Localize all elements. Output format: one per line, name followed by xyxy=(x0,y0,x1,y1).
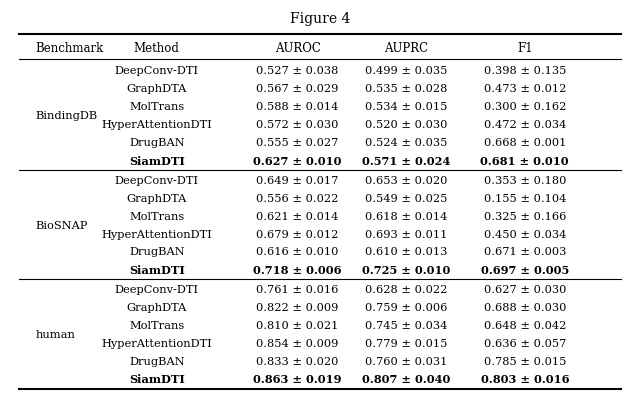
Text: human: human xyxy=(35,330,75,340)
Text: BioSNAP: BioSNAP xyxy=(35,221,88,230)
Text: 0.745 ± 0.034: 0.745 ± 0.034 xyxy=(365,321,447,331)
Text: HyperAttentionDTI: HyperAttentionDTI xyxy=(101,120,212,130)
Text: 0.628 ± 0.022: 0.628 ± 0.022 xyxy=(365,285,447,295)
Text: GraphDTA: GraphDTA xyxy=(127,194,187,204)
Text: 0.636 ± 0.057: 0.636 ± 0.057 xyxy=(484,339,566,349)
Text: 0.618 ± 0.014: 0.618 ± 0.014 xyxy=(365,211,447,221)
Text: 0.571 ± 0.024: 0.571 ± 0.024 xyxy=(362,156,451,167)
Text: 0.697 ± 0.005: 0.697 ± 0.005 xyxy=(481,265,569,276)
Text: 0.520 ± 0.030: 0.520 ± 0.030 xyxy=(365,120,447,130)
Text: SiamDTI: SiamDTI xyxy=(129,374,185,385)
Text: 0.693 ± 0.011: 0.693 ± 0.011 xyxy=(365,230,447,240)
Text: 0.325 ± 0.166: 0.325 ± 0.166 xyxy=(484,211,566,221)
Text: AUROC: AUROC xyxy=(275,42,321,55)
Text: 0.588 ± 0.014: 0.588 ± 0.014 xyxy=(257,102,339,112)
Text: Method: Method xyxy=(134,42,180,55)
Text: 0.759 ± 0.006: 0.759 ± 0.006 xyxy=(365,303,447,313)
Text: 0.556 ± 0.022: 0.556 ± 0.022 xyxy=(257,194,339,204)
Text: 0.671 ± 0.003: 0.671 ± 0.003 xyxy=(484,248,566,257)
Text: AUPRC: AUPRC xyxy=(385,42,428,55)
Text: 0.779 ± 0.015: 0.779 ± 0.015 xyxy=(365,339,447,349)
Text: Figure 4: Figure 4 xyxy=(290,12,350,26)
Text: 0.535 ± 0.028: 0.535 ± 0.028 xyxy=(365,84,447,94)
Text: 0.810 ± 0.021: 0.810 ± 0.021 xyxy=(257,321,339,331)
Text: 0.718 ± 0.006: 0.718 ± 0.006 xyxy=(253,265,342,276)
Text: 0.761 ± 0.016: 0.761 ± 0.016 xyxy=(257,285,339,295)
Text: 0.653 ± 0.020: 0.653 ± 0.020 xyxy=(365,175,447,186)
Text: 0.524 ± 0.035: 0.524 ± 0.035 xyxy=(365,138,447,148)
Text: DrugBAN: DrugBAN xyxy=(129,138,184,148)
Text: HyperAttentionDTI: HyperAttentionDTI xyxy=(101,230,212,240)
Text: 0.760 ± 0.031: 0.760 ± 0.031 xyxy=(365,357,447,367)
Text: SiamDTI: SiamDTI xyxy=(129,265,185,276)
Text: 0.668 ± 0.001: 0.668 ± 0.001 xyxy=(484,138,566,148)
Text: 0.627 ± 0.010: 0.627 ± 0.010 xyxy=(253,156,342,167)
Text: 0.854 ± 0.009: 0.854 ± 0.009 xyxy=(257,339,339,349)
Text: 0.398 ± 0.135: 0.398 ± 0.135 xyxy=(484,66,566,76)
Text: HyperAttentionDTI: HyperAttentionDTI xyxy=(101,339,212,349)
Text: 0.627 ± 0.030: 0.627 ± 0.030 xyxy=(484,285,566,295)
Text: 0.822 ± 0.009: 0.822 ± 0.009 xyxy=(257,303,339,313)
Text: 0.649 ± 0.017: 0.649 ± 0.017 xyxy=(257,175,339,186)
Text: GraphDTA: GraphDTA xyxy=(127,84,187,94)
Text: 0.688 ± 0.030: 0.688 ± 0.030 xyxy=(484,303,566,313)
Text: 0.499 ± 0.035: 0.499 ± 0.035 xyxy=(365,66,447,76)
Text: F1: F1 xyxy=(517,42,532,55)
Text: 0.353 ± 0.180: 0.353 ± 0.180 xyxy=(484,175,566,186)
Text: 0.681 ± 0.010: 0.681 ± 0.010 xyxy=(481,156,569,167)
Text: SiamDTI: SiamDTI xyxy=(129,156,185,167)
Text: MolTrans: MolTrans xyxy=(129,321,184,331)
Text: 0.527 ± 0.038: 0.527 ± 0.038 xyxy=(257,66,339,76)
Text: 0.725 ± 0.010: 0.725 ± 0.010 xyxy=(362,265,451,276)
Text: DeepConv-DTI: DeepConv-DTI xyxy=(115,66,199,76)
Text: 0.785 ± 0.015: 0.785 ± 0.015 xyxy=(484,357,566,367)
Text: 0.567 ± 0.029: 0.567 ± 0.029 xyxy=(257,84,339,94)
Text: 0.300 ± 0.162: 0.300 ± 0.162 xyxy=(484,102,566,112)
Text: 0.610 ± 0.013: 0.610 ± 0.013 xyxy=(365,248,447,257)
Text: 0.833 ± 0.020: 0.833 ± 0.020 xyxy=(257,357,339,367)
Text: 0.473 ± 0.012: 0.473 ± 0.012 xyxy=(484,84,566,94)
Text: 0.555 ± 0.027: 0.555 ± 0.027 xyxy=(257,138,339,148)
Text: 0.863 ± 0.019: 0.863 ± 0.019 xyxy=(253,374,342,385)
Text: 0.803 ± 0.016: 0.803 ± 0.016 xyxy=(481,374,569,385)
Text: 0.616 ± 0.010: 0.616 ± 0.010 xyxy=(257,248,339,257)
Text: MolTrans: MolTrans xyxy=(129,211,184,221)
Text: 0.572 ± 0.030: 0.572 ± 0.030 xyxy=(257,120,339,130)
Text: 0.450 ± 0.034: 0.450 ± 0.034 xyxy=(484,230,566,240)
Text: DeepConv-DTI: DeepConv-DTI xyxy=(115,175,199,186)
Text: 0.621 ± 0.014: 0.621 ± 0.014 xyxy=(257,211,339,221)
Text: BindingDB: BindingDB xyxy=(35,111,97,121)
Text: 0.679 ± 0.012: 0.679 ± 0.012 xyxy=(257,230,339,240)
Text: 0.807 ± 0.040: 0.807 ± 0.040 xyxy=(362,374,451,385)
Text: DrugBAN: DrugBAN xyxy=(129,357,184,367)
Text: 0.472 ± 0.034: 0.472 ± 0.034 xyxy=(484,120,566,130)
Text: 0.534 ± 0.015: 0.534 ± 0.015 xyxy=(365,102,447,112)
Text: GraphDTA: GraphDTA xyxy=(127,303,187,313)
Text: DrugBAN: DrugBAN xyxy=(129,248,184,257)
Text: 0.155 ± 0.104: 0.155 ± 0.104 xyxy=(484,194,566,204)
Text: 0.648 ± 0.042: 0.648 ± 0.042 xyxy=(484,321,566,331)
Text: 0.549 ± 0.025: 0.549 ± 0.025 xyxy=(365,194,447,204)
Text: Benchmark: Benchmark xyxy=(35,42,104,55)
Text: MolTrans: MolTrans xyxy=(129,102,184,112)
Text: DeepConv-DTI: DeepConv-DTI xyxy=(115,285,199,295)
